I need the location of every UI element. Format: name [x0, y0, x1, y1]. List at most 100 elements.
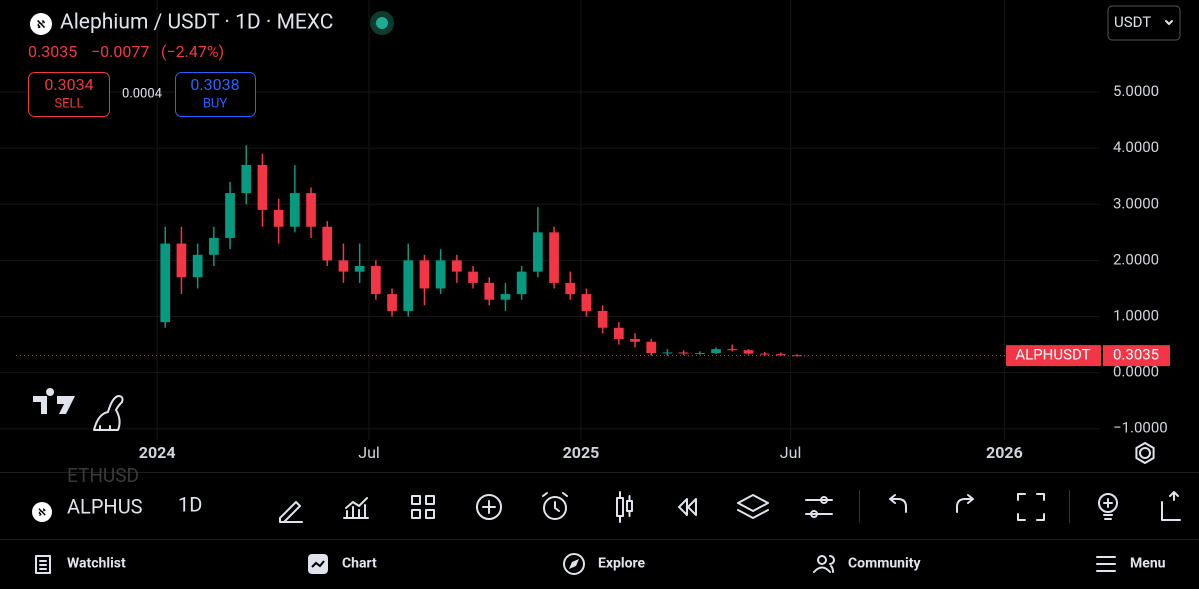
toolbar-symbol-logo — [32, 502, 52, 522]
undo-icon[interactable] — [889, 494, 907, 513]
ideas-icon-base — [1103, 498, 1113, 520]
draw-icon[interactable] — [279, 501, 303, 523]
candle-body — [500, 294, 511, 300]
candle-body — [338, 260, 349, 272]
candle-body — [306, 193, 316, 227]
community-icon-body — [813, 555, 835, 573]
last-price: 0.3035 — [28, 42, 77, 61]
x-tick-label: 2026 — [986, 443, 1023, 462]
nav-item[interactable]: Chart — [342, 556, 377, 572]
toolbar-symbol[interactable]: ALPHUS — [67, 494, 143, 518]
x-tick-label: Jul — [780, 443, 802, 462]
candle-body — [354, 266, 365, 272]
fullscreen-icon[interactable] — [1017, 493, 1045, 521]
x-tick-label: 2025 — [563, 443, 600, 462]
candle-body — [273, 209, 284, 227]
candle-body — [160, 243, 171, 323]
nav-item[interactable]: Explore — [598, 556, 645, 572]
sell-button[interactable] — [28, 72, 110, 117]
candle-body — [759, 353, 770, 355]
candle-body — [792, 355, 802, 357]
buy-button[interactable] — [175, 72, 256, 117]
axes: 5.0000 4.0000 3.0000 2.0000 1.0000 0.0000 −1.0… — [139, 82, 1168, 462]
x-tick-label: Jul — [358, 443, 380, 462]
community-icon — [817, 555, 827, 565]
candle-body — [241, 165, 252, 194]
candle-body — [743, 350, 754, 354]
candle-body — [403, 260, 414, 311]
currency-label: USDT — [1114, 13, 1151, 31]
tv-logo — [33, 388, 75, 414]
symbol-logo-mark: ℵ — [37, 18, 46, 31]
candle-body — [435, 260, 446, 289]
candle-body — [387, 294, 397, 311]
bottom-nav: Watchlist Chart Explore Community Menu — [67, 556, 1166, 572]
layers-icon[interactable] — [737, 494, 769, 519]
candle-body — [646, 341, 657, 354]
candle-body — [775, 354, 786, 356]
candle-body — [208, 237, 219, 255]
last-price-symbol: ALPHUSDT — [1015, 346, 1090, 364]
settings-hex — [1135, 442, 1155, 464]
last-price-box — [1103, 345, 1170, 367]
chart-type-icon[interactable] — [616, 491, 633, 523]
replay-icon[interactable] — [678, 498, 697, 516]
toolbar-icons — [279, 490, 1181, 523]
x-tick-label: 2024 — [139, 443, 176, 462]
candle-body — [727, 349, 738, 351]
nav-item[interactable]: Community — [848, 556, 921, 572]
nav-item[interactable]: Menu — [1130, 556, 1166, 572]
price-change-pct: (−2.47%) — [161, 42, 224, 61]
price-change: −0.0077 — [91, 42, 149, 61]
explore-needle — [569, 559, 579, 569]
nav-item[interactable]: Watchlist — [67, 556, 126, 572]
y-tick-label: 4.0000 — [1113, 138, 1159, 156]
ideas-icon[interactable] — [1098, 493, 1118, 513]
buy-price: 0.3038 — [190, 75, 239, 94]
candle-body — [532, 232, 543, 272]
y-tick-label: −1.0000 — [1113, 419, 1168, 437]
share-icon[interactable] — [1161, 491, 1181, 521]
alert-icon[interactable] — [543, 496, 567, 520]
sell-price: 0.3034 — [44, 75, 93, 94]
menu-icon — [1096, 556, 1116, 572]
symbol-behind: ETHUSD — [67, 464, 139, 487]
candle-body — [613, 327, 624, 339]
candle-body — [565, 282, 576, 295]
candle-body — [370, 266, 381, 295]
y-tick-label: 0.0000 — [1113, 363, 1159, 381]
y-tick-label: 1.0000 — [1113, 306, 1159, 324]
candle-body — [711, 349, 721, 354]
candle-body — [581, 294, 592, 311]
symbol-logo — [30, 13, 52, 35]
layouts-icon[interactable] — [411, 495, 435, 519]
indicators-icon[interactable] — [343, 497, 369, 519]
candle-body — [468, 271, 478, 283]
candle-body — [451, 260, 462, 272]
toolbar-interval[interactable]: 1D — [178, 492, 202, 516]
y-tick-label: 5.0000 — [1113, 82, 1159, 100]
candle-body — [176, 243, 187, 278]
y-tick-label: 3.0000 — [1113, 194, 1159, 212]
spread: 0.0004 — [122, 86, 163, 101]
candle-body — [630, 338, 640, 342]
plot: ALPHUSDT 0.3035 — [16, 145, 1170, 367]
currency-select[interactable] — [1107, 5, 1181, 41]
y-tick-label: 2.0000 — [1113, 250, 1159, 268]
dino-icon — [93, 395, 124, 431]
chart-title: Alephium / USDT · 1D · MEXC — [60, 11, 333, 35]
add-icon[interactable] — [476, 494, 502, 520]
slider-knob — [820, 496, 828, 504]
sell-label: SELL — [54, 96, 83, 111]
candle-body — [225, 193, 235, 238]
candle-body — [192, 254, 203, 278]
settings-icon[interactable] — [1139, 447, 1151, 459]
candle-body — [484, 282, 495, 300]
dropdown-arrow — [1165, 20, 1173, 25]
explore-icon — [563, 553, 585, 575]
last-price-symbol-box — [1006, 345, 1101, 367]
toolbar-logo-mark: ℵ — [38, 508, 46, 519]
redo-icon[interactable] — [956, 494, 974, 513]
market-status-dot — [376, 17, 388, 29]
candle-body — [516, 271, 527, 295]
